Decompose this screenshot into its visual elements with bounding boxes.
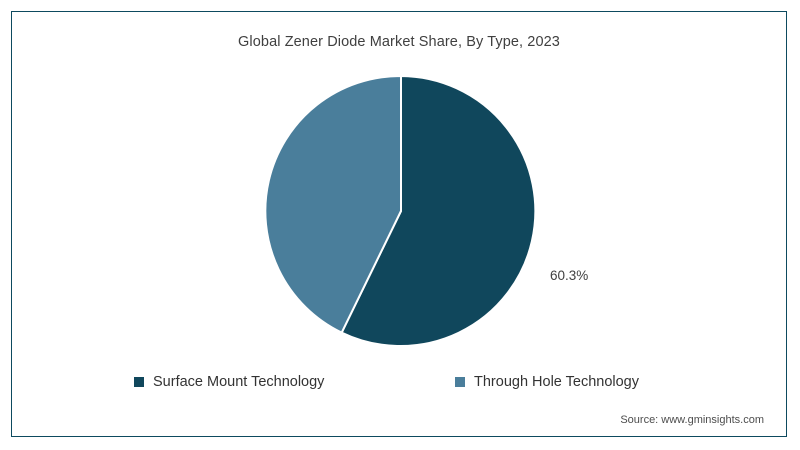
pie-chart bbox=[264, 74, 537, 347]
pie-slice-through-hole-technology[interactable] bbox=[264, 74, 402, 334]
legend-label: Through Hole Technology bbox=[474, 374, 639, 390]
legend-swatch-icon bbox=[455, 377, 465, 387]
source-text: Source: www.gminsights.com bbox=[620, 414, 764, 426]
chart-frame: Global Zener Diode Market Share, By Type… bbox=[11, 11, 787, 437]
pie-chart-area: 60.3% bbox=[12, 60, 788, 360]
legend-swatch-icon bbox=[134, 377, 144, 387]
legend-item-surface-mount-technology[interactable]: Surface Mount Technology bbox=[134, 374, 324, 390]
page-title: Global Zener Diode Market Share, By Type… bbox=[238, 34, 560, 50]
data-label-surface-mount-technology: 60.3% bbox=[550, 268, 589, 283]
pie-slice-surface-mount-technology[interactable] bbox=[340, 74, 537, 347]
chart-legend: Surface Mount Technology Through Hole Te… bbox=[12, 374, 788, 406]
legend-item-through-hole-technology[interactable]: Through Hole Technology bbox=[455, 374, 639, 390]
legend-label: Surface Mount Technology bbox=[153, 374, 325, 390]
